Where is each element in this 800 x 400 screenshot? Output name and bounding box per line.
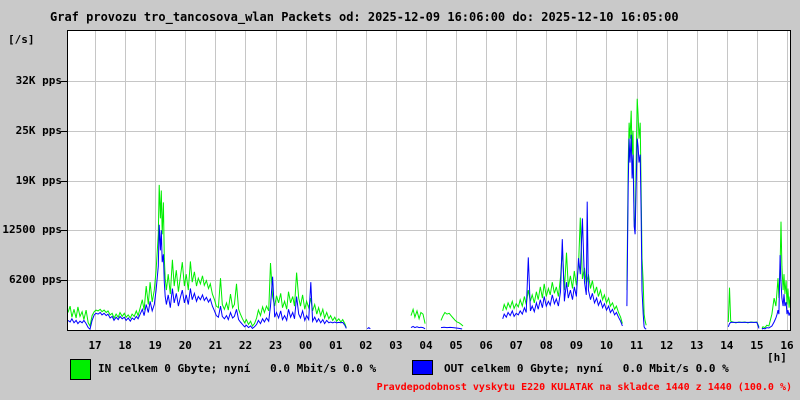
x-tick-label: 06	[479, 339, 493, 352]
x-axis-unit-label: [h]	[767, 351, 787, 364]
series-out-line	[366, 326, 371, 330]
series-out-line	[68, 224, 347, 330]
y-tick-label: 25K pps	[15, 123, 62, 137]
y-axis-tick	[61, 131, 67, 132]
x-tick-label: 15	[750, 339, 764, 352]
x-tick-label: 20	[178, 339, 192, 352]
footer-alert-text: Pravdepodobnost vyskytu E220 KULATAK na …	[376, 382, 792, 393]
x-tick-label: 11	[629, 339, 644, 352]
legend-out-swatch	[412, 360, 433, 375]
series-out-line	[440, 326, 463, 330]
traffic-chart	[68, 31, 790, 330]
y-axis-tick	[61, 280, 67, 281]
series-in-line	[410, 307, 426, 324]
series-out-line	[502, 201, 623, 327]
legend-in-swatch	[70, 359, 91, 380]
legend-in-label: IN celkem 0 Gbyte; nyní 0.0 Mbit/s 0.0 %	[98, 362, 377, 375]
x-tick-label: 14	[720, 339, 734, 352]
x-tick-label: 05	[449, 339, 463, 352]
series-in-line	[68, 184, 347, 328]
y-tick-label: 32K pps	[15, 73, 62, 87]
x-tick-label: 21	[208, 339, 223, 352]
series-in-line	[502, 217, 623, 324]
x-tick-label: 13	[690, 339, 704, 352]
page-title: Graf provozu tro_tancosova_wlan Packets …	[50, 10, 679, 24]
x-tick-label: 22	[238, 339, 253, 352]
x-tick-label: 16	[780, 339, 794, 352]
y-axis-tick	[61, 81, 67, 82]
y-tick-label: 12500 pps	[2, 223, 62, 237]
x-tick-label: 19	[148, 339, 162, 352]
series-out-line	[410, 325, 426, 330]
x-tick-label: 17	[88, 339, 102, 352]
x-tick-label: 10	[599, 339, 614, 352]
y-tick-label: 19K pps	[15, 173, 62, 187]
x-tick-label: 18	[118, 339, 132, 352]
series-in-line	[761, 221, 790, 329]
y-axis-unit-label: [/s]	[8, 33, 35, 46]
y-axis-tick	[61, 181, 67, 182]
series-out-line	[727, 321, 760, 329]
series-in-line	[440, 311, 464, 327]
x-tick-label: 07	[509, 339, 523, 352]
x-tick-label: 04	[419, 339, 433, 352]
series-out-line	[761, 255, 790, 330]
y-axis-tick	[61, 230, 67, 231]
x-tick-label: 12	[660, 339, 674, 352]
x-tick-label: 01	[329, 339, 343, 352]
x-tick-label: 08	[539, 339, 553, 352]
x-tick-label: 09	[569, 339, 584, 352]
y-tick-label: 6200 pps	[9, 273, 62, 287]
x-tick-label: 03	[389, 339, 403, 352]
series-out-line	[626, 134, 647, 330]
x-tick-label: 02	[359, 339, 373, 352]
series-in-line	[727, 287, 760, 328]
x-tick-label: 23	[268, 339, 283, 352]
x-tick-label: 00	[299, 339, 313, 352]
legend-out-label: OUT celkem 0 Gbyte; nyní 0.0 Mbit/s 0.0 …	[444, 362, 729, 375]
series-in-line	[626, 98, 647, 326]
